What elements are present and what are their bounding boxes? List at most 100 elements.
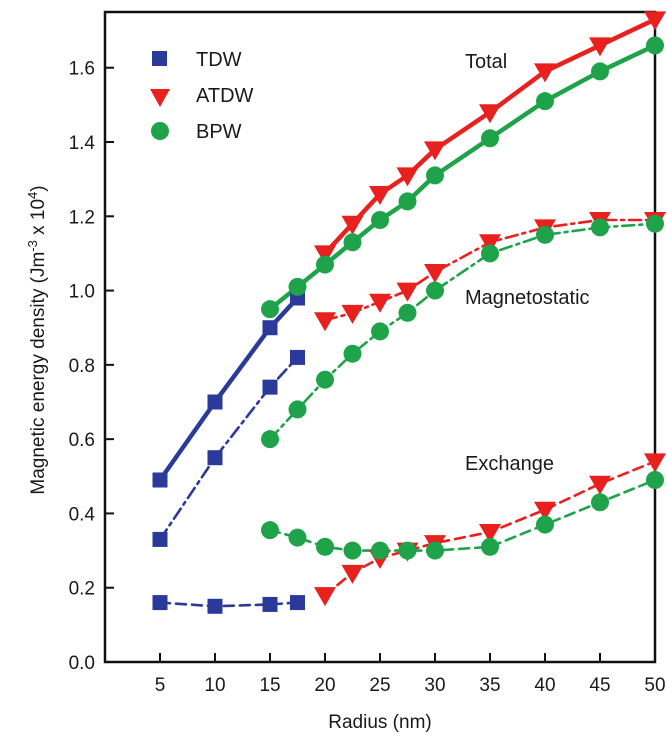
y-tick-label: 0.4 (69, 504, 96, 525)
point-bpw-exchange (398, 541, 417, 560)
x-tick-label: 35 (479, 675, 500, 696)
point-bpw-magnetostatic (371, 322, 389, 341)
point-bpw-magnetostatic (591, 218, 609, 237)
point-bpw-magnetostatic (343, 344, 362, 363)
series-line-atdw-exchange (323, 460, 657, 597)
point-tdw-total (207, 394, 223, 410)
y-tick-label: 0.6 (69, 430, 95, 451)
series-line-tdw-magnetostatic (158, 356, 299, 541)
point-atdw-exchange (589, 475, 611, 495)
point-atdw-total (534, 63, 556, 83)
point-bpw-total (536, 92, 554, 111)
point-bpw-exchange (261, 521, 279, 540)
x-tick-label: 25 (369, 675, 390, 696)
x-axis: 5 10 15 20 25 30 35 40 45 50 (155, 653, 666, 696)
point-bpw-magnetostatic (316, 370, 334, 389)
x-tick-label: 10 (204, 675, 225, 696)
point-tdw-total (262, 320, 278, 336)
annotation-magnetostatic: Magnetostatic (465, 287, 590, 309)
point-atdw-total (644, 11, 666, 31)
point-atdw-magnetostatic (341, 304, 364, 324)
point-bpw-total (261, 300, 279, 319)
point-atdw-magnetostatic (396, 282, 419, 302)
y-tick-label: 1.2 (69, 207, 95, 228)
point-tdw-exchange (290, 595, 305, 611)
point-bpw-total (481, 129, 499, 148)
y-tick-label: 1.4 (69, 133, 96, 154)
x-axis-title: Radius (nm) (328, 712, 431, 733)
point-bpw-exchange (481, 537, 499, 556)
series-line-bpw-exchange (268, 478, 657, 552)
y-axis: 0.0 0.2 0.4 0.6 0.8 1.0 1.2 1.4 1.6 (69, 59, 114, 674)
y-tick-label: 1.6 (69, 59, 95, 80)
point-bpw-exchange (316, 537, 334, 556)
series-line-tdw-total (157, 295, 300, 483)
point-tdw-exchange (207, 598, 223, 614)
legend-marker-atdw (150, 89, 170, 107)
point-atdw-magnetostatic (369, 293, 391, 313)
series-markers (152, 11, 666, 614)
point-bpw-total (646, 36, 664, 55)
point-atdw-exchange (314, 587, 336, 607)
legend-label-atdw: ATDW (196, 85, 254, 107)
point-bpw-exchange (288, 528, 307, 547)
x-tick-label: 45 (589, 675, 610, 696)
point-atdw-magnetostatic (424, 264, 446, 283)
x-tick-label: 20 (314, 675, 335, 696)
legend: TDW ATDW BPW (150, 49, 254, 143)
x-tick-label: 5 (155, 675, 166, 696)
point-atdw-total (424, 141, 446, 161)
point-tdw-magnetostatic (207, 450, 223, 466)
legend-marker-tdw (152, 51, 167, 66)
point-atdw-total (314, 245, 336, 265)
point-bpw-magnetostatic (261, 430, 279, 449)
point-bpw-magnetostatic (288, 400, 307, 419)
point-bpw-exchange (371, 541, 389, 560)
point-atdw-magnetostatic (314, 312, 336, 332)
x-tick-label: 40 (534, 675, 555, 696)
legend-marker-bpw (151, 122, 169, 140)
point-atdw-exchange (341, 564, 364, 584)
y-axis-title: Magnetic energy density (Jm-3 x 104) (25, 185, 49, 494)
point-bpw-magnetostatic (426, 281, 444, 300)
point-bpw-magnetostatic (481, 244, 499, 263)
point-atdw-total (369, 186, 391, 205)
point-atdw-total (589, 37, 611, 57)
point-tdw-exchange (262, 596, 278, 612)
annotation-exchange: Exchange (465, 453, 554, 475)
point-atdw-total (479, 104, 501, 124)
point-tdw-magnetostatic (290, 349, 305, 365)
point-tdw-magnetostatic (262, 379, 278, 395)
point-atdw-magnetostatic (479, 234, 501, 254)
y-tick-label: 0.2 (69, 579, 95, 600)
point-atdw-exchange (534, 501, 556, 521)
point-tdw-total (152, 472, 168, 488)
point-bpw-total (288, 277, 307, 296)
point-bpw-total (426, 166, 444, 185)
legend-label-bpw: BPW (196, 121, 242, 143)
point-atdw-exchange (644, 453, 666, 473)
series-line-tdw-exchange (158, 601, 299, 608)
y-tick-label: 0.0 (69, 653, 95, 674)
point-bpw-exchange (591, 493, 609, 512)
point-bpw-magnetostatic (646, 214, 664, 233)
point-bpw-total (343, 233, 362, 252)
point-bpw-total (316, 255, 334, 274)
point-tdw-exchange (152, 595, 168, 611)
y-tick-label: 1.0 (69, 282, 95, 303)
point-atdw-total (341, 215, 364, 235)
point-bpw-total (371, 211, 389, 229)
point-atdw-total (396, 167, 419, 187)
point-bpw-exchange (343, 541, 362, 560)
point-bpw-exchange (646, 471, 664, 489)
point-bpw-total (591, 62, 609, 81)
y-tick-label: 0.8 (69, 356, 95, 377)
x-tick-label: 30 (424, 675, 445, 696)
annotation-total: Total (465, 51, 507, 73)
legend-label-tdw: TDW (196, 49, 242, 71)
x-tick-label: 50 (644, 675, 665, 696)
point-bpw-magnetostatic (398, 303, 417, 322)
x-tick-label: 15 (259, 675, 280, 696)
point-bpw-exchange (536, 515, 554, 534)
